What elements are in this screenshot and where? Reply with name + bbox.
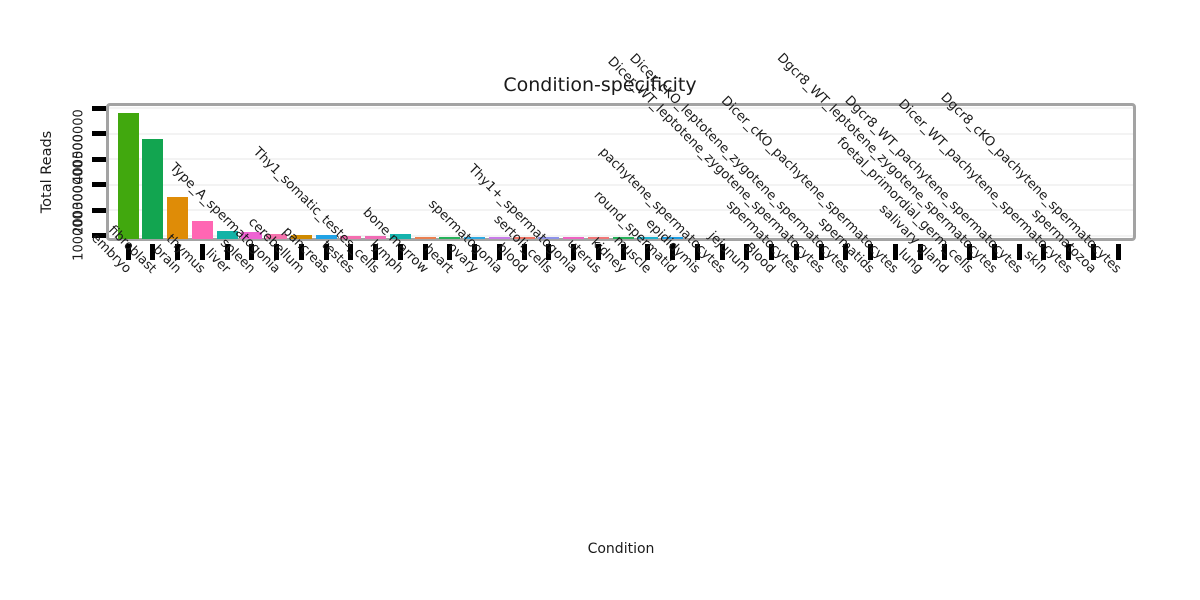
bar bbox=[216, 230, 238, 239]
x-axis-tick bbox=[447, 244, 453, 260]
bar bbox=[538, 237, 560, 239]
bar bbox=[167, 197, 188, 239]
x-axis-tick bbox=[595, 244, 601, 260]
bar bbox=[241, 231, 263, 239]
bar bbox=[142, 138, 164, 239]
bar bbox=[637, 237, 659, 239]
bar bbox=[365, 236, 386, 239]
bar bbox=[389, 233, 411, 239]
x-axis-tick bbox=[694, 244, 700, 260]
x-axis-tick bbox=[422, 244, 428, 260]
y-axis-tick bbox=[92, 105, 106, 111]
bar bbox=[563, 236, 584, 239]
bar bbox=[117, 113, 139, 239]
x-axis-title: Condition bbox=[587, 541, 655, 557]
bar bbox=[191, 220, 213, 239]
gridline bbox=[109, 107, 1133, 109]
x-axis-tick bbox=[175, 244, 180, 260]
bar bbox=[315, 234, 337, 239]
x-axis-tick bbox=[472, 244, 477, 260]
bar bbox=[513, 236, 535, 239]
x-axis-tick bbox=[298, 244, 304, 260]
bar bbox=[266, 234, 287, 239]
x-axis-tick bbox=[868, 244, 873, 260]
x-axis-tick bbox=[274, 244, 279, 260]
x-axis-tick bbox=[818, 244, 824, 260]
x-axis-tick bbox=[769, 244, 774, 260]
x-axis-tick bbox=[793, 244, 799, 260]
x-axis-tick bbox=[373, 244, 378, 260]
bar bbox=[464, 236, 485, 239]
y-axis-tick bbox=[92, 156, 106, 162]
x-axis-tick bbox=[1041, 244, 1047, 260]
gridline bbox=[109, 234, 1133, 237]
gridline bbox=[109, 209, 1133, 211]
x-axis-tick bbox=[1090, 244, 1096, 260]
y-axis-title: Total Reads bbox=[39, 130, 55, 214]
x-axis-tick bbox=[917, 244, 923, 260]
x-axis-tick bbox=[521, 244, 527, 260]
x-axis-tick bbox=[1016, 244, 1022, 260]
bar bbox=[414, 236, 436, 239]
x-axis-tick bbox=[991, 244, 997, 260]
x-axis-tick bbox=[224, 244, 230, 260]
x-axis-tick bbox=[125, 244, 131, 260]
x-axis-tick bbox=[496, 244, 502, 260]
x-axis-tick bbox=[892, 244, 898, 260]
bar bbox=[587, 237, 609, 239]
bar bbox=[439, 236, 461, 239]
bar bbox=[290, 234, 312, 239]
bar bbox=[340, 236, 362, 239]
gridline bbox=[109, 132, 1133, 135]
x-axis-tick bbox=[744, 244, 750, 260]
plot-panel bbox=[106, 103, 1136, 241]
x-axis-tick bbox=[670, 244, 675, 260]
y-axis-tick bbox=[92, 207, 106, 213]
x-axis-tick bbox=[1115, 244, 1121, 260]
x-axis-tick bbox=[199, 244, 205, 260]
y-axis-tick bbox=[92, 131, 106, 136]
x-axis-tick bbox=[620, 244, 626, 260]
x-axis-tick bbox=[348, 244, 354, 260]
y-tick-label: 500000 bbox=[71, 108, 87, 159]
gridline bbox=[109, 183, 1133, 186]
x-axis-tick bbox=[150, 244, 156, 260]
x-axis-tick bbox=[967, 244, 972, 260]
x-axis-tick bbox=[571, 244, 576, 260]
y-axis-tick bbox=[92, 233, 106, 238]
x-axis-tick bbox=[942, 244, 948, 260]
x-axis-tick bbox=[397, 244, 403, 260]
bar bbox=[612, 236, 634, 239]
bar bbox=[488, 236, 510, 239]
x-axis-tick bbox=[323, 244, 329, 260]
bar bbox=[662, 237, 683, 239]
y-axis-tick bbox=[92, 182, 106, 187]
x-axis-tick bbox=[645, 244, 651, 260]
gridline bbox=[109, 158, 1133, 160]
x-axis-tick bbox=[249, 244, 255, 260]
x-axis-tick bbox=[546, 244, 552, 260]
x-axis-tick bbox=[1066, 244, 1071, 260]
chart-title: Condition-specificity bbox=[503, 74, 697, 96]
x-axis-tick bbox=[843, 244, 849, 260]
x-axis-tick bbox=[719, 244, 725, 260]
